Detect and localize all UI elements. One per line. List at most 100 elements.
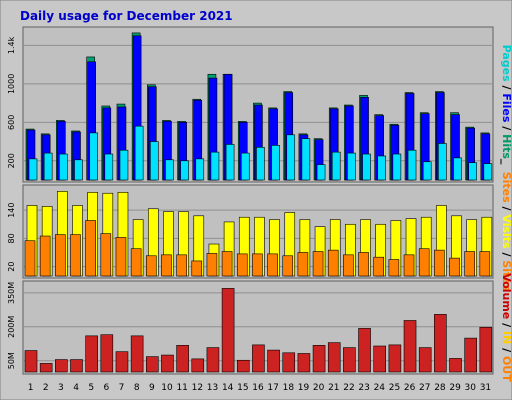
bar-sites-day-18 — [282, 255, 294, 277]
bar-pages-day-5 — [89, 132, 98, 181]
bar-sites-day-29 — [449, 257, 460, 277]
bar-sites-day-12 — [191, 260, 203, 277]
day-axis-labels: 1 2 3 4 5 6 7 8 9 10 11 12 13 14 15 16 17 18 19 20 21 22 23 24 2… — [28, 383, 491, 393]
bar-pages-day-11 — [180, 160, 189, 181]
bar-volume-day-4 — [70, 359, 83, 373]
bar-volume-day-23 — [358, 328, 371, 373]
bar-pages-day-3 — [59, 153, 68, 181]
bar-volume-day-22 — [343, 347, 356, 373]
bar-volume-day-30 — [464, 337, 477, 373]
bar-sites-day-13 — [206, 253, 218, 277]
legend-part: / — [500, 319, 512, 331]
bar-pages-day-9 — [149, 141, 159, 181]
bar-sites-day-30 — [464, 251, 475, 277]
bar-volume-day-3 — [55, 359, 68, 373]
bar-volume-day-17 — [267, 349, 280, 373]
bar-sites-day-23 — [358, 252, 369, 277]
bar-sites-day-3 — [55, 234, 66, 277]
bar-volume-day-19 — [297, 353, 311, 373]
bar-sites-day-27 — [418, 248, 430, 277]
bar-pages-day-28 — [438, 143, 447, 181]
bar-volume-day-12 — [191, 358, 205, 373]
bar-pages-day-12 — [195, 158, 205, 181]
bar-sites-day-24 — [373, 256, 385, 277]
bar-sites-day-5 — [85, 220, 96, 277]
bar-volume-day-29 — [449, 358, 462, 373]
bar-volume-day-8 — [130, 335, 144, 373]
bar-pages-day-4 — [74, 159, 83, 181]
bar-pages-day-26 — [407, 149, 417, 181]
bar-volume-day-10 — [161, 354, 174, 373]
bar-volume-day-13 — [206, 347, 220, 373]
bar-sites-day-26 — [403, 254, 415, 277]
y-tick-label: 200 — [7, 153, 16, 168]
day-label-25: 25 — [389, 383, 400, 393]
bar-volume-day-16 — [252, 344, 265, 373]
day-label-28: 28 — [434, 383, 446, 393]
day-label-3: 3 — [58, 383, 64, 393]
bar-sites-day-19 — [297, 252, 309, 277]
bar-sites-day-21 — [327, 249, 339, 277]
day-label-1: 1 — [28, 383, 34, 393]
day-label-10: 10 — [161, 383, 173, 393]
bar-pages-day-8 — [134, 125, 144, 181]
bar-sites-day-22 — [343, 254, 354, 277]
bar-sites-day-1 — [24, 240, 36, 277]
bar-volume-day-25 — [388, 344, 402, 373]
bar-volume-day-7 — [115, 351, 129, 373]
bar-pages-day-1 — [28, 158, 38, 181]
legend-part: Volume — [500, 273, 512, 319]
day-label-19: 19 — [298, 383, 310, 393]
bar-pages-day-24 — [377, 155, 387, 181]
panel-middle: 20 80 140 Sites / Visits / Sites — [7, 172, 512, 292]
bar-pages-day-31 — [483, 163, 493, 181]
bar-volume-day-28 — [434, 314, 447, 373]
y-tick-label: 350M — [7, 282, 16, 304]
day-label-13: 13 — [207, 383, 218, 393]
bar-pages-day-13 — [210, 151, 220, 181]
day-label-21: 21 — [328, 383, 339, 393]
bar-volume-day-21 — [327, 342, 341, 373]
bar-volume-day-15 — [236, 359, 250, 373]
y-tick-label: 80 — [7, 233, 16, 243]
bar-volume-day-26 — [403, 320, 417, 373]
bar-pages-day-2 — [43, 152, 53, 181]
bar-sites-day-4 — [70, 234, 81, 277]
bar-sites-day-9 — [145, 255, 157, 277]
day-label-2: 2 — [43, 383, 49, 393]
panel-legend-middle: Sites / Visits / Sites — [500, 172, 512, 292]
legend-part: / — [500, 249, 512, 261]
bar-pages-day-16 — [256, 147, 265, 181]
legend-part: / — [500, 82, 512, 94]
day-label-18: 18 — [283, 383, 295, 393]
day-label-15: 15 — [237, 383, 248, 393]
day-label-6: 6 — [104, 383, 110, 393]
legend-part: Visits — [500, 214, 512, 249]
panel-legend-top: Pages / Files / Hits_ — [500, 45, 512, 165]
bar-sites-day-7 — [115, 237, 127, 277]
legend-part: / — [500, 122, 512, 134]
y-tick-label: 50M — [7, 352, 16, 369]
bar-volume-day-24 — [373, 345, 387, 373]
bar-pages-day-23 — [362, 153, 371, 181]
day-label-30: 30 — [465, 383, 477, 393]
y-tick-label: 1000 — [7, 74, 16, 94]
legend-part: OUT — [500, 356, 512, 382]
day-label-16: 16 — [252, 383, 264, 393]
panel-bottom: 50M 200M 350M Volume / IN / OUT — [7, 273, 512, 382]
day-label-5: 5 — [88, 383, 94, 393]
legend-part: Pages — [500, 45, 512, 83]
day-label-4: 4 — [73, 383, 79, 393]
bar-sites-day-6 — [100, 233, 112, 277]
bar-sites-day-10 — [161, 254, 172, 277]
bar-volume-day-18 — [282, 352, 296, 373]
bar-volume-day-11 — [176, 345, 189, 373]
y-tick-label: 140 — [7, 203, 16, 218]
bar-sites-day-8 — [130, 248, 142, 277]
bar-volume-day-14 — [221, 288, 235, 373]
panel-legend-bottom: Volume / IN / OUT — [500, 273, 512, 382]
legend-part: _ — [500, 159, 512, 165]
bar-volume-day-6 — [100, 334, 114, 373]
day-label-22: 22 — [343, 383, 354, 393]
day-label-20: 20 — [313, 383, 325, 393]
